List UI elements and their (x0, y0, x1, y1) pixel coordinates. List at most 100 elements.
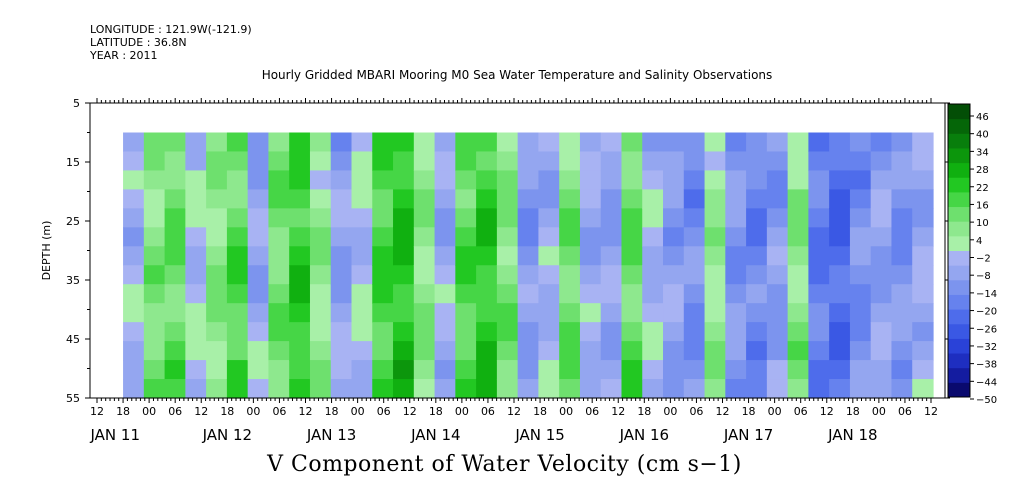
x-hour-label: 00 (663, 405, 677, 418)
heatmap-cell (663, 265, 685, 285)
heatmap-cell (725, 303, 747, 323)
heatmap-cell (226, 360, 249, 380)
heatmap-cell (268, 151, 290, 172)
heatmap-cell (455, 341, 477, 361)
heatmap-cell (434, 322, 456, 342)
heatmap-cell (579, 151, 602, 172)
heatmap-cell (621, 284, 643, 304)
heatmap-cell (123, 208, 145, 228)
heatmap-cell (746, 360, 768, 380)
heatmap-cell (621, 341, 643, 361)
x-day-label: JAN 15 (514, 426, 565, 444)
heatmap-cell (455, 170, 477, 190)
heatmap-cell (642, 284, 664, 304)
heatmap-cell (517, 265, 540, 285)
y-tick-label: 25 (66, 215, 80, 228)
heatmap-cell (600, 170, 623, 190)
heatmap-cell (829, 322, 851, 342)
heatmap-cell (766, 132, 789, 153)
heatmap-cell (621, 322, 643, 342)
heatmap-cell (517, 360, 540, 380)
heatmap-cell (372, 227, 394, 247)
heatmap-cell (683, 341, 706, 361)
heatmap-cell (683, 189, 706, 209)
heatmap-cell (642, 246, 664, 266)
colorbar-label: −14 (976, 289, 997, 300)
heatmap-cell (476, 265, 498, 285)
x-hour-label: 00 (872, 405, 886, 418)
heatmap-cell (642, 303, 664, 323)
x-hour-label: 06 (585, 405, 599, 418)
heatmap-cell (746, 379, 768, 399)
heatmap-cell (787, 189, 809, 209)
year-label: YEAR : 2011 (90, 49, 158, 62)
heatmap-cell (559, 265, 581, 285)
heatmap-cell (787, 246, 809, 266)
colorbar-swatch (948, 294, 970, 310)
heatmap-cell (393, 303, 415, 323)
heatmap-cell (704, 303, 726, 323)
heatmap-cell (496, 360, 519, 380)
y-axis-label: DEPTH (m) (40, 221, 53, 281)
heatmap-cell (683, 379, 706, 399)
heatmap-cell (891, 132, 913, 153)
x-hour-label: 12 (299, 405, 313, 418)
heatmap-cell (496, 379, 519, 399)
x-hour-label: 18 (637, 405, 651, 418)
heatmap-cell (766, 189, 789, 209)
heatmap-cell (455, 379, 477, 399)
heatmap-cell (206, 322, 228, 342)
heatmap-cell (912, 284, 934, 304)
heatmap-cell (870, 341, 893, 361)
heatmap-cell (123, 322, 145, 342)
heatmap-cell (413, 208, 436, 228)
heatmap-cell (309, 246, 332, 266)
colorbar-swatch (948, 265, 970, 281)
heatmap-cell (621, 170, 643, 190)
heatmap-cell (849, 322, 872, 342)
heatmap-cell (143, 132, 166, 153)
heatmap-cell (870, 322, 893, 342)
heatmap-cell (143, 360, 166, 380)
colorbar-label: −8 (976, 271, 991, 282)
heatmap-cell (579, 303, 602, 323)
heatmap-cell (434, 341, 456, 361)
heatmap-cell (351, 322, 373, 342)
heatmap-cell (247, 189, 270, 209)
heatmap-cell (206, 246, 228, 266)
heatmap-cell (517, 379, 540, 399)
heatmap-cell (559, 227, 581, 247)
heatmap-cell (517, 246, 540, 266)
x-day-label: JAN 13 (306, 426, 357, 444)
heatmap-cell (579, 170, 602, 190)
heatmap-cell (849, 284, 872, 304)
x-hour-label: 18 (220, 405, 234, 418)
heatmap-cell (372, 151, 394, 172)
heatmap-cell (663, 132, 685, 153)
heatmap-cell (663, 189, 685, 209)
heatmap-cell (143, 303, 166, 323)
heatmap-cell (455, 265, 477, 285)
heatmap-cell (496, 265, 519, 285)
colorbar-label: −38 (976, 360, 997, 371)
heatmap-cell (849, 341, 872, 361)
x-hour-label: 12 (820, 405, 834, 418)
heatmap-cell (393, 170, 415, 190)
heatmap-cell (413, 303, 436, 323)
heatmap-cell (808, 246, 830, 266)
heatmap-cell (704, 284, 726, 304)
heatmap-cell (434, 132, 456, 153)
heatmap-cell (642, 360, 664, 380)
heatmap-cell (766, 341, 789, 361)
x-hour-label: 12 (716, 405, 730, 418)
heatmap-cell (330, 227, 353, 247)
heatmap-cell (704, 208, 726, 228)
heatmap-cell (289, 284, 311, 304)
heatmap-cell (455, 227, 477, 247)
heatmap-cell (642, 227, 664, 247)
y-tick-label: 55 (66, 392, 80, 405)
heatmap-cell (787, 170, 809, 190)
colorbar-swatch (948, 177, 970, 193)
colorbar-label: −44 (976, 377, 997, 388)
heatmap-cell (123, 246, 145, 266)
